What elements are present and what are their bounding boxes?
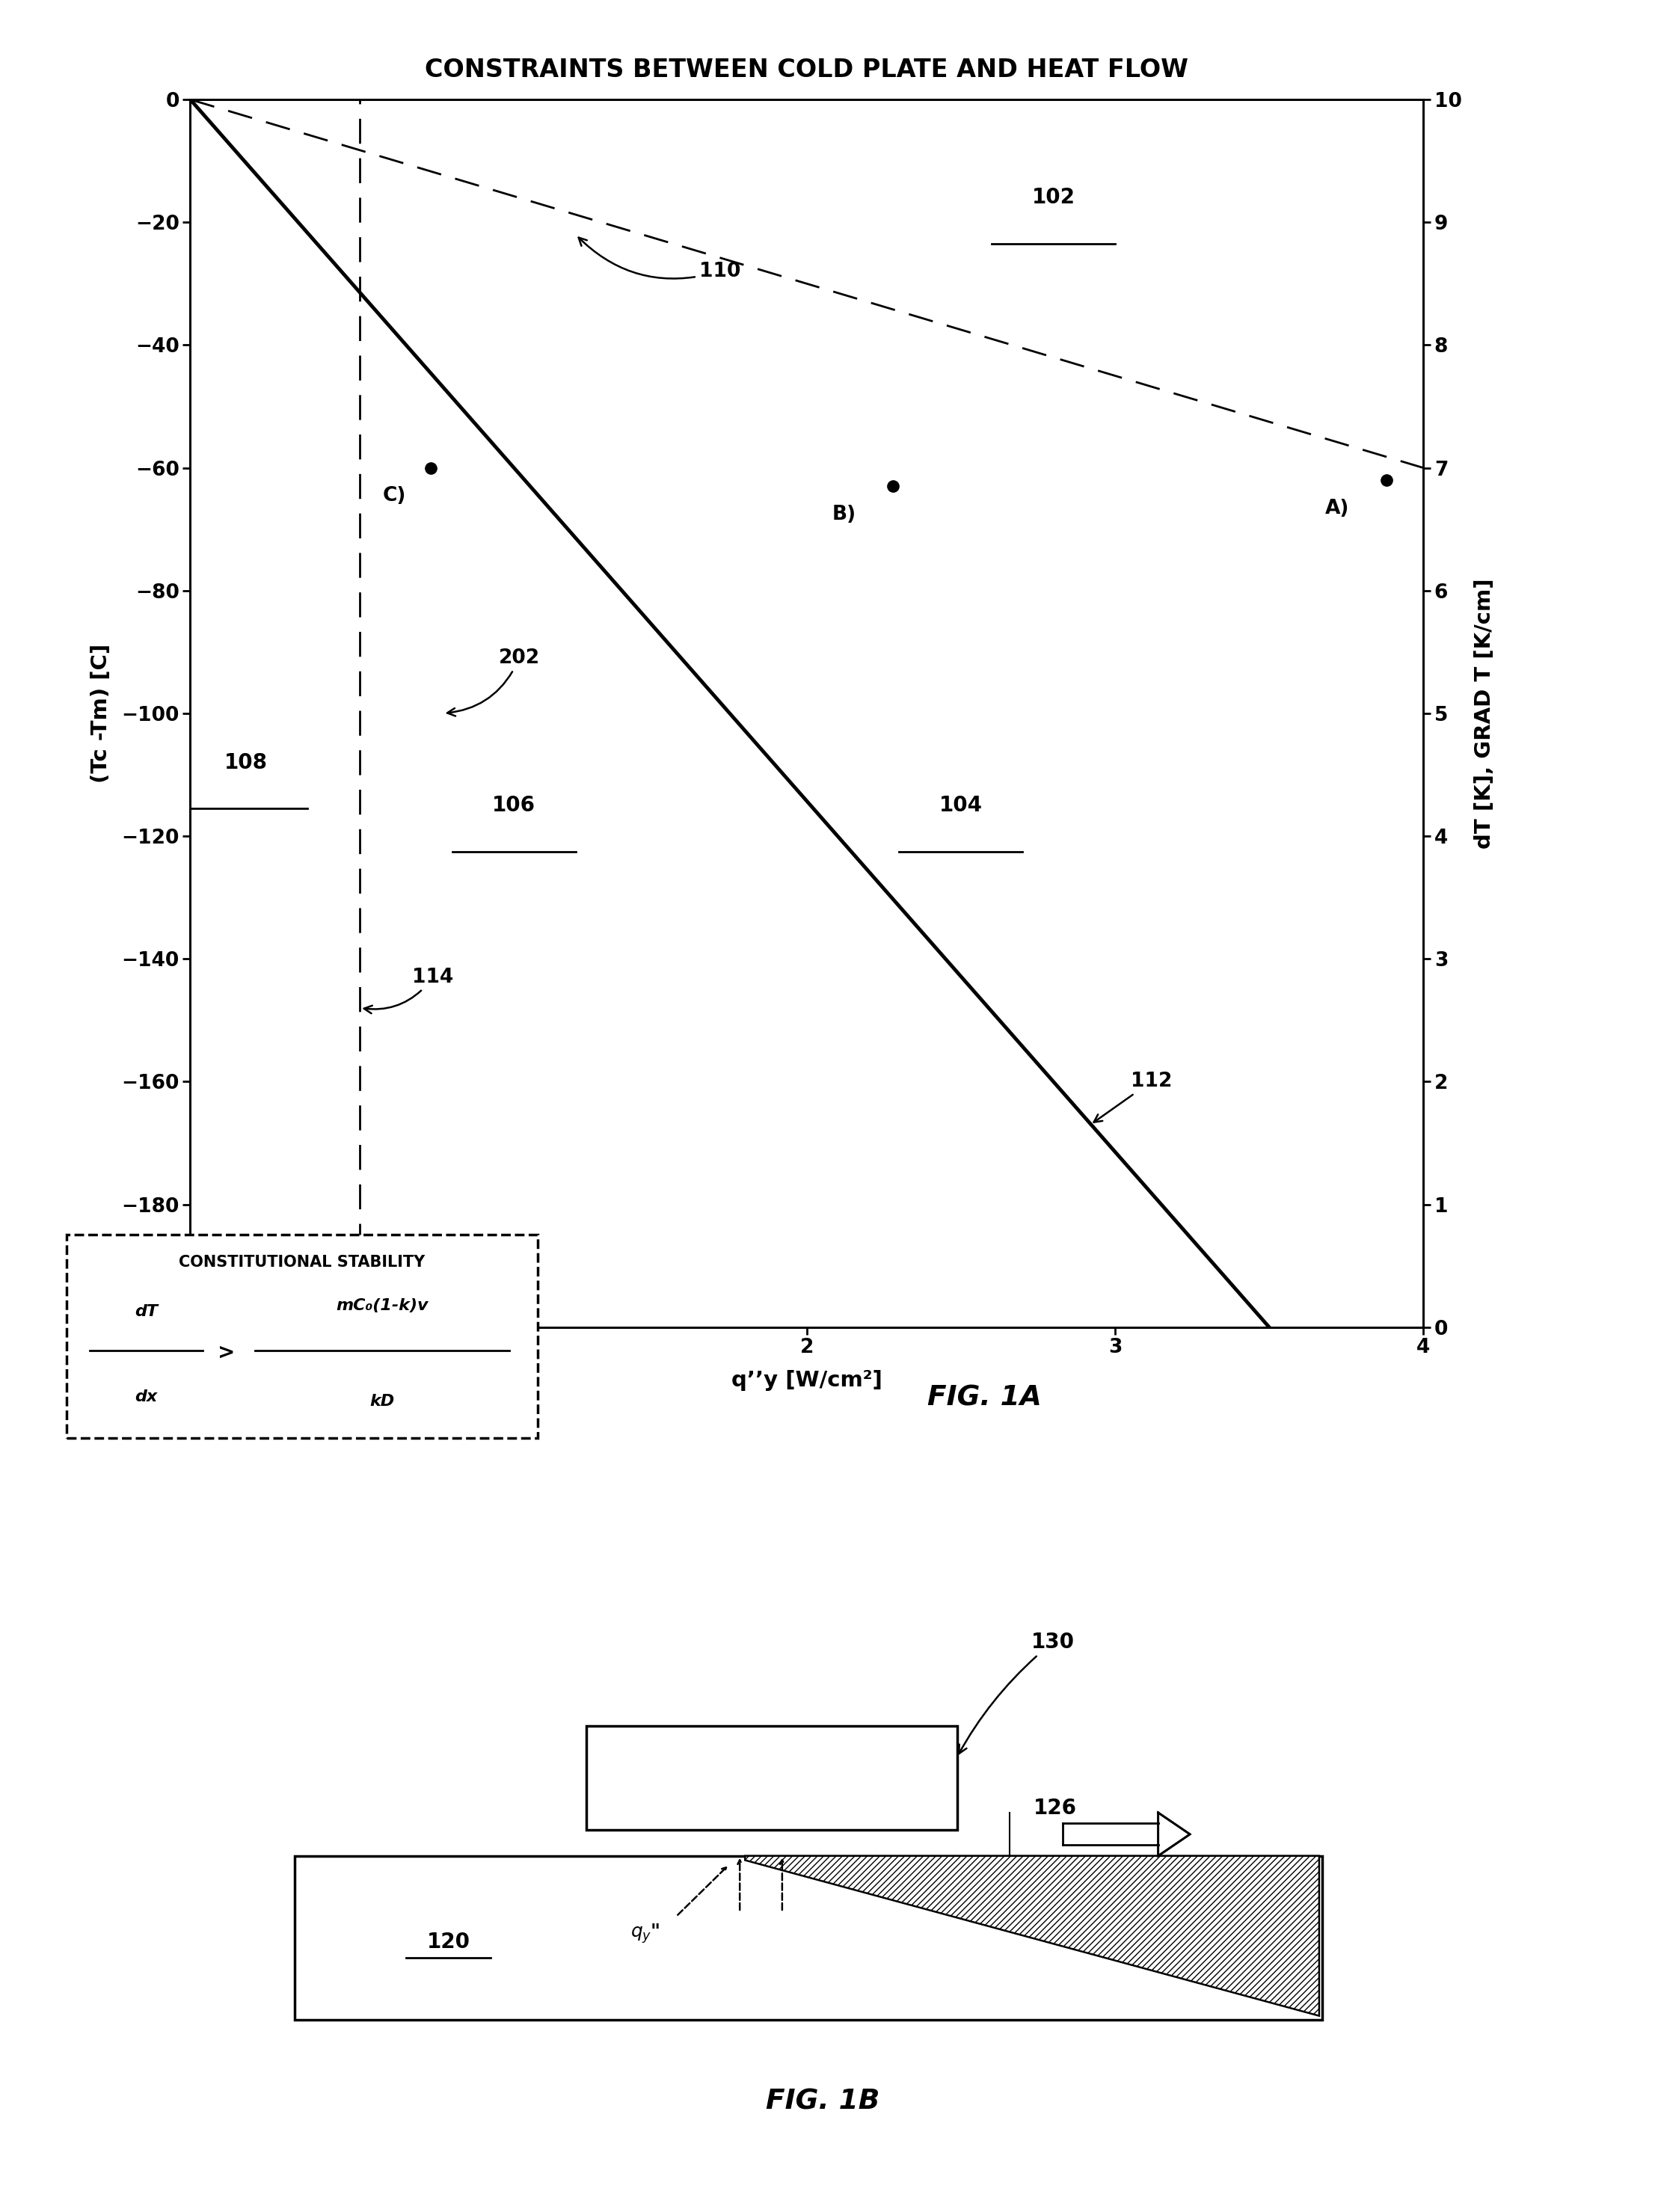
- Polygon shape: [1158, 1812, 1190, 1856]
- Text: dT: dT: [134, 1305, 157, 1318]
- Text: >: >: [218, 1343, 235, 1363]
- Text: 126: 126: [1033, 1798, 1076, 1818]
- Text: kD: kD: [369, 1394, 394, 1409]
- Text: FIG. 1B: FIG. 1B: [766, 2088, 879, 2115]
- Text: A): A): [1326, 498, 1349, 518]
- Text: 120: 120: [427, 1931, 470, 1953]
- Text: 110: 110: [579, 237, 740, 281]
- Text: C): C): [382, 487, 405, 507]
- Y-axis label: (Tc -Tm) [C]: (Tc -Tm) [C]: [91, 644, 111, 783]
- Text: 130: 130: [958, 1632, 1074, 1754]
- Text: B): B): [832, 504, 856, 524]
- Title: CONSTRAINTS BETWEEN COLD PLATE AND HEAT FLOW: CONSTRAINTS BETWEEN COLD PLATE AND HEAT …: [425, 58, 1188, 82]
- Text: 114: 114: [364, 967, 453, 1013]
- Bar: [586, 1725, 957, 1829]
- X-axis label: q’’y [W/cm²]: q’’y [W/cm²]: [732, 1369, 882, 1391]
- Text: 202: 202: [447, 648, 540, 717]
- Text: 104: 104: [940, 794, 983, 816]
- Polygon shape: [745, 1856, 1319, 2015]
- Text: 106: 106: [492, 794, 536, 816]
- Text: 102: 102: [1031, 188, 1076, 208]
- Text: $\it{q_y}$": $\it{q_y}$": [631, 1922, 660, 1944]
- Y-axis label: dT [K], GRAD T [K/cm]: dT [K], GRAD T [K/cm]: [1475, 577, 1494, 849]
- Text: CONSTITUTIONAL STABILITY: CONSTITUTIONAL STABILITY: [179, 1254, 425, 1270]
- Text: dx: dx: [136, 1389, 157, 1405]
- Text: FIG. 1A: FIG. 1A: [927, 1385, 1043, 1411]
- Text: mC₀(1-k)v: mC₀(1-k)v: [336, 1298, 429, 1314]
- Bar: [295, 1856, 1322, 2020]
- Text: 112: 112: [1094, 1073, 1172, 1121]
- Text: 108: 108: [223, 752, 268, 772]
